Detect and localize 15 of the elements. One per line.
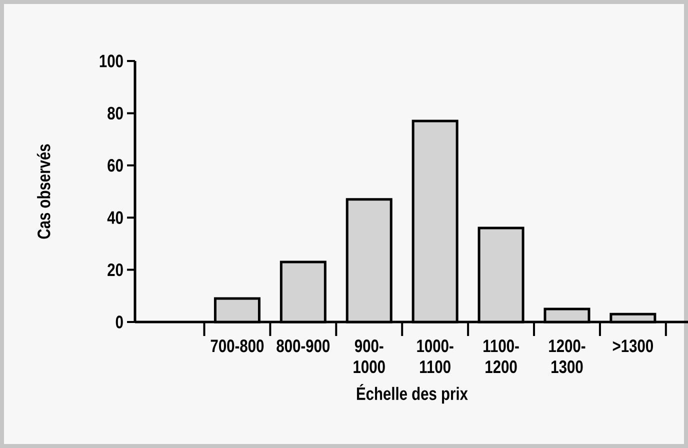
x-axis-title: Échelle des prix	[356, 384, 468, 404]
x-tick-label: 800-900	[276, 340, 330, 352]
y-tick-label: 20	[108, 263, 123, 276]
y-tick-label: 0	[116, 316, 123, 328]
y-tick-label: 100	[100, 54, 123, 68]
x-tick-label: 1100-1200	[484, 340, 519, 374]
y-tick-label: 80	[108, 106, 123, 120]
x-tick-label: >1300	[612, 340, 653, 352]
y-tick-label: 40	[107, 211, 123, 224]
y-tick-label: 60	[108, 159, 123, 172]
y-axis-title: Cas observés	[36, 144, 50, 239]
x-tick-label: 1200-1300	[549, 340, 586, 374]
x-tick-label: 700-800	[210, 340, 264, 352]
x-tick-label: 900-1000	[354, 340, 385, 374]
x-tick-label: 1000-1100	[417, 340, 454, 374]
